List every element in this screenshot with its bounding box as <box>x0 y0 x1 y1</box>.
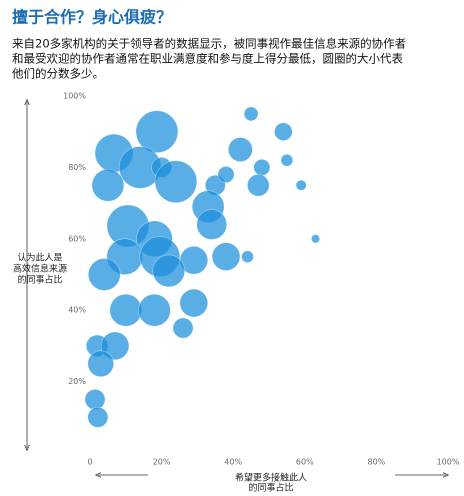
chart-title: 擅于合作？身心俱疲？ <box>12 8 172 27</box>
y-axis-label: 的同事占比 <box>17 274 62 286</box>
bubble <box>84 389 106 410</box>
y-tick-label: 40% <box>68 306 86 315</box>
bubble <box>253 158 271 176</box>
bubble <box>179 288 209 318</box>
bubble <box>88 258 121 291</box>
bubble <box>274 122 293 141</box>
subtitle: 和最受欢迎的协作者通常在职业满意度和参与度上得分最低，圆圈的大小代表 <box>12 52 403 66</box>
bubble <box>152 254 186 288</box>
bubble <box>87 350 114 377</box>
x-axis-label: 希望更多接触此人 <box>235 472 307 484</box>
bubble <box>91 168 125 202</box>
bubble <box>172 317 194 339</box>
y-axis-label: 认为此人是 <box>17 252 62 264</box>
y-tick-label: 100% <box>63 92 86 101</box>
bubble <box>196 209 228 240</box>
bubble <box>154 160 198 203</box>
bubble <box>135 110 179 153</box>
bubble <box>217 166 235 183</box>
subtitle: 来自20多家机构的关于领导者的数据显示，被同事视作最佳信息来源的协作者 <box>12 37 406 51</box>
bubble <box>295 179 307 191</box>
bubble <box>109 293 143 327</box>
x-tick-label: 40% <box>224 458 242 467</box>
bubble <box>243 106 259 122</box>
bubble <box>247 174 270 197</box>
bubble <box>87 406 109 428</box>
y-tick-label: 80% <box>68 163 86 172</box>
y-tick-label: 20% <box>68 377 86 386</box>
bubble <box>311 234 321 244</box>
bubble <box>211 242 241 271</box>
bubble <box>241 250 254 263</box>
subtitle: 他们的分数多少。 <box>12 67 104 81</box>
x-tick-label: 60% <box>296 458 314 467</box>
x-axis-label: 的同事占比 <box>248 482 293 494</box>
y-tick-label: 60% <box>68 234 86 243</box>
x-tick-label: 0 <box>87 458 92 467</box>
y-axis-label: 高效信息来源 <box>13 263 67 275</box>
x-tick-label: 20% <box>153 458 171 467</box>
x-tick-label: 100% <box>437 458 460 467</box>
bubble <box>280 154 294 167</box>
x-tick-label: 80% <box>368 458 386 467</box>
bubble <box>227 137 253 162</box>
bubble <box>138 293 171 327</box>
